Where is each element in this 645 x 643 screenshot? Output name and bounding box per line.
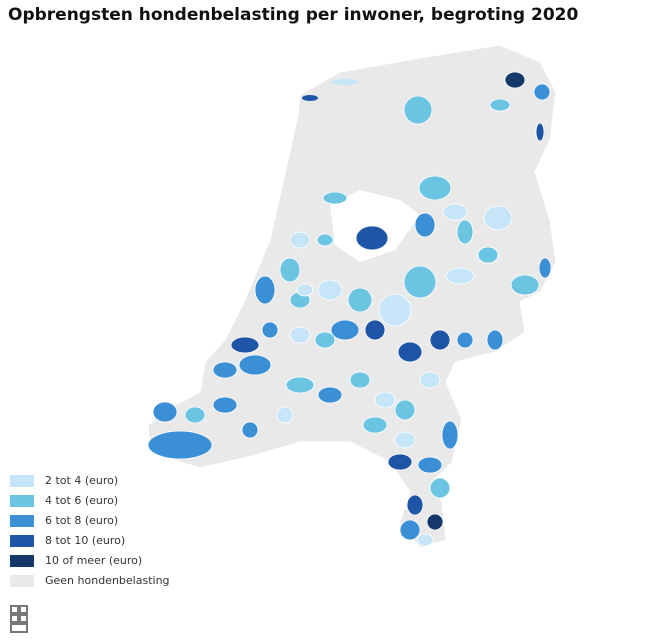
legend-swatch (10, 535, 34, 547)
municipality (152, 401, 178, 423)
municipality (374, 391, 396, 409)
municipality (355, 225, 389, 251)
municipality (276, 406, 294, 424)
island (331, 79, 359, 85)
municipality (322, 191, 348, 205)
municipality (429, 329, 451, 351)
municipality (394, 399, 416, 421)
title: Opbrengsten hondenbelasting per inwoner,… (8, 5, 578, 25)
municipality (397, 341, 423, 363)
legend-swatch (10, 475, 34, 487)
legend-label: 8 tot 10 (euro) (45, 534, 125, 547)
municipality (394, 431, 416, 449)
municipality (456, 331, 474, 349)
municipality (418, 175, 452, 201)
municipality (406, 494, 424, 516)
municipality (364, 319, 386, 341)
municipality (238, 354, 272, 376)
municipality (429, 477, 451, 499)
legend-label: 10 of meer (euro) (45, 554, 142, 567)
municipality (279, 257, 301, 283)
municipality (347, 287, 373, 313)
municipality (289, 231, 311, 249)
municipality (417, 456, 443, 474)
municipality (504, 71, 526, 89)
municipality (483, 205, 513, 231)
municipality (399, 519, 421, 541)
municipality (362, 416, 388, 434)
legend-swatch (10, 575, 34, 587)
municipality (533, 83, 551, 101)
municipality (212, 396, 238, 414)
municipality (230, 336, 260, 354)
municipality (212, 361, 238, 379)
legend-swatch (10, 495, 34, 507)
municipality (147, 430, 213, 460)
legend-swatch (10, 555, 34, 567)
municipality (486, 329, 504, 351)
legend-label: 2 tot 4 (euro) (45, 474, 118, 487)
municipality (285, 376, 315, 394)
municipality (535, 122, 545, 142)
municipality (314, 331, 336, 349)
municipality (441, 420, 459, 450)
municipality (416, 533, 434, 547)
municipality (289, 326, 311, 344)
map (147, 44, 557, 549)
municipality (349, 371, 371, 389)
municipality (489, 98, 511, 112)
municipality (445, 267, 475, 285)
legend: 2 tot 4 (euro) 4 tot 6 (euro) 6 tot 8 (eur… (10, 474, 170, 587)
legend-label: 6 tot 8 (euro) (45, 514, 118, 527)
municipality (184, 406, 206, 424)
legend-label: 4 tot 6 (euro) (45, 494, 118, 507)
municipality (477, 246, 499, 264)
cbs-logo (10, 605, 28, 633)
municipality (254, 275, 276, 305)
municipality (442, 203, 468, 221)
municipality (330, 319, 360, 341)
municipality (316, 233, 334, 247)
municipality (261, 321, 279, 339)
island (368, 69, 392, 75)
municipality (403, 265, 437, 299)
municipality (296, 283, 314, 297)
municipality (317, 279, 343, 301)
municipality (419, 371, 441, 389)
island (302, 95, 318, 101)
municipality (414, 212, 436, 238)
legend-swatch (10, 515, 34, 527)
municipality (387, 453, 413, 471)
municipality (426, 513, 444, 531)
legend-label: Geen hondenbelasting (45, 574, 170, 587)
municipality (378, 293, 412, 327)
municipality (456, 219, 474, 245)
municipality (510, 274, 540, 296)
municipality (241, 421, 259, 439)
municipality (403, 95, 433, 125)
municipality (538, 257, 552, 279)
municipality (317, 386, 343, 404)
